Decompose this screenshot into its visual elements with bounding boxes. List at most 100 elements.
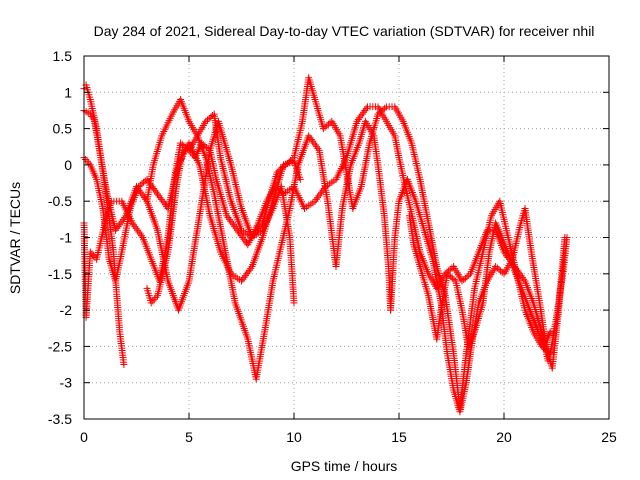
data-point xyxy=(175,279,192,314)
data-point xyxy=(210,110,224,159)
data-point xyxy=(374,161,388,217)
data-point xyxy=(458,271,473,285)
data-point xyxy=(269,243,285,285)
data-point xyxy=(252,330,268,383)
data-point xyxy=(248,236,266,271)
data-point xyxy=(214,117,234,167)
data-point xyxy=(332,207,346,271)
data-point xyxy=(443,270,458,284)
data-point xyxy=(305,132,322,153)
data-point xyxy=(475,228,490,256)
data-point xyxy=(366,112,381,147)
x-tick-label: 25 xyxy=(601,429,617,445)
data-point xyxy=(158,112,175,140)
data-point xyxy=(193,119,209,140)
data-point xyxy=(290,183,307,210)
data-point xyxy=(462,337,476,387)
data-point xyxy=(391,200,403,241)
data-point xyxy=(391,103,406,123)
data-point xyxy=(254,199,270,227)
data-point xyxy=(217,154,234,203)
data-point xyxy=(128,219,145,240)
data-point xyxy=(412,197,428,232)
y-tick-label: -0.5 xyxy=(48,193,72,209)
y-tick-label: 0.5 xyxy=(53,121,73,137)
data-point xyxy=(548,308,562,372)
data-point xyxy=(164,185,180,256)
data-point xyxy=(408,139,423,181)
data-point xyxy=(86,161,100,181)
series-track-8 xyxy=(406,212,554,350)
data-point xyxy=(498,234,513,261)
data-point xyxy=(374,103,389,123)
data-point xyxy=(546,316,560,358)
data-point xyxy=(294,134,312,169)
x-axis-label: GPS time / hours xyxy=(291,458,398,474)
data-point xyxy=(387,236,399,314)
data-point xyxy=(191,141,205,162)
data-point xyxy=(319,119,334,133)
data-point xyxy=(416,248,432,276)
data-point xyxy=(441,292,457,355)
data-point xyxy=(311,185,328,205)
data-point xyxy=(223,255,239,305)
y-tick-label: -2 xyxy=(60,302,73,318)
data-point xyxy=(395,154,409,188)
data-point xyxy=(172,149,186,191)
data-point xyxy=(496,197,512,239)
data-point xyxy=(238,264,255,285)
data-point xyxy=(286,234,298,305)
data-point xyxy=(433,308,445,343)
data-point xyxy=(546,328,554,336)
data-point xyxy=(471,250,486,292)
data-point xyxy=(416,263,432,297)
data-point xyxy=(471,301,486,336)
data-point xyxy=(343,120,360,162)
y-tick-label: 0 xyxy=(64,157,72,173)
data-point xyxy=(370,132,382,167)
data-point xyxy=(492,263,506,276)
data-point xyxy=(116,328,128,366)
data-point xyxy=(332,156,349,183)
x-tick-label: 0 xyxy=(80,429,88,445)
data-point xyxy=(244,221,261,249)
data-point xyxy=(399,117,415,145)
data-point xyxy=(112,214,129,234)
data-point xyxy=(406,212,417,246)
data-point xyxy=(277,207,293,249)
grid xyxy=(84,56,609,419)
data-point xyxy=(450,263,465,283)
data-point xyxy=(185,214,203,285)
data-point xyxy=(280,184,296,198)
data-point xyxy=(282,155,296,169)
data-point xyxy=(259,199,276,241)
data-point xyxy=(290,120,306,162)
series-track-6 xyxy=(143,103,552,365)
data-point xyxy=(143,163,157,205)
chart-title: Day 284 of 2021, Sidereal Day-to-day VTE… xyxy=(94,23,595,39)
data-point xyxy=(126,185,142,212)
data-point xyxy=(149,134,165,169)
data-points xyxy=(80,74,571,416)
series-track-4 xyxy=(80,117,395,383)
data-point xyxy=(380,212,392,268)
data-point xyxy=(416,175,432,225)
y-tick-label: -1 xyxy=(60,230,73,246)
data-point xyxy=(347,141,362,169)
data-point xyxy=(561,234,569,241)
y-tick-label: -1.5 xyxy=(48,266,72,282)
y-tick-label: 1 xyxy=(64,84,72,100)
axis-ticks: 0 5 10 15 20 25 1.5 1 0.5 0 -0.5 -1 -1.5 -2 -2.5 -3 -3.5 xyxy=(48,48,617,445)
data-point xyxy=(154,250,171,300)
y-tick-label: 1.5 xyxy=(53,48,73,64)
data-point xyxy=(456,381,470,416)
plot-frame xyxy=(83,55,610,420)
data-point xyxy=(523,299,539,326)
data-point xyxy=(391,132,403,159)
y-tick-label: -3 xyxy=(60,375,73,391)
data-point xyxy=(515,277,530,305)
data-point xyxy=(212,175,230,218)
data-point xyxy=(357,141,373,191)
data-point xyxy=(147,293,160,307)
